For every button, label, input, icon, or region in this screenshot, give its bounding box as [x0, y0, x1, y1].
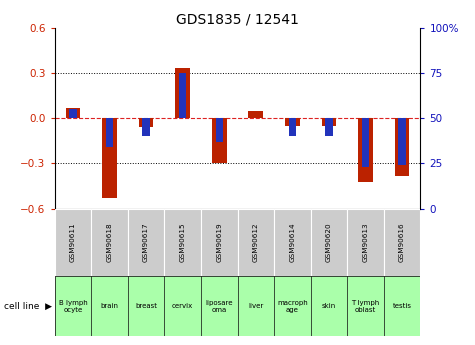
Text: liposare
oma: liposare oma: [206, 300, 233, 313]
Bar: [325, 118, 332, 136]
Bar: [139, 118, 153, 127]
Bar: [285, 118, 300, 126]
Text: brain: brain: [101, 303, 118, 309]
Bar: [102, 118, 117, 198]
Bar: [175, 68, 190, 118]
Text: GSM90620: GSM90620: [326, 223, 332, 262]
Bar: [179, 73, 186, 118]
Bar: [347, 276, 384, 336]
Text: breast: breast: [135, 303, 157, 309]
Text: cell line  ▶: cell line ▶: [4, 302, 52, 311]
Bar: [128, 209, 164, 276]
Bar: [399, 118, 406, 165]
Bar: [238, 209, 274, 276]
Bar: [201, 276, 238, 336]
Text: macroph
age: macroph age: [277, 300, 308, 313]
Bar: [201, 209, 238, 276]
Bar: [395, 118, 409, 176]
Bar: [238, 276, 274, 336]
Bar: [212, 118, 227, 163]
Bar: [91, 276, 128, 336]
Bar: [164, 209, 201, 276]
Bar: [311, 276, 347, 336]
Text: GSM90612: GSM90612: [253, 223, 259, 262]
Title: GDS1835 / 12541: GDS1835 / 12541: [176, 12, 299, 27]
Bar: [384, 276, 420, 336]
Bar: [248, 111, 263, 118]
Bar: [216, 118, 223, 142]
Text: GSM90617: GSM90617: [143, 223, 149, 262]
Bar: [362, 118, 369, 167]
Bar: [384, 209, 420, 276]
Bar: [164, 276, 201, 336]
Bar: [274, 276, 311, 336]
Text: cervix: cervix: [172, 303, 193, 309]
Bar: [347, 209, 384, 276]
Bar: [55, 209, 91, 276]
Bar: [106, 118, 113, 147]
Text: GSM90611: GSM90611: [70, 223, 76, 262]
Bar: [358, 118, 373, 181]
Bar: [91, 209, 128, 276]
Bar: [289, 118, 296, 136]
Text: GSM90613: GSM90613: [362, 223, 369, 262]
Text: GSM90615: GSM90615: [180, 223, 186, 262]
Text: skin: skin: [322, 303, 336, 309]
Bar: [142, 118, 150, 136]
Text: GSM90616: GSM90616: [399, 223, 405, 262]
Bar: [69, 109, 76, 118]
Text: testis: testis: [392, 303, 411, 309]
Bar: [274, 209, 311, 276]
Text: GSM90614: GSM90614: [289, 223, 295, 262]
Bar: [311, 209, 347, 276]
Bar: [55, 276, 91, 336]
Text: T lymph
oblast: T lymph oblast: [352, 300, 380, 313]
Bar: [66, 108, 80, 118]
Text: B lymph
ocyte: B lymph ocyte: [58, 300, 87, 313]
Text: GSM90618: GSM90618: [106, 223, 113, 262]
Text: liver: liver: [248, 303, 264, 309]
Bar: [128, 276, 164, 336]
Bar: [322, 118, 336, 126]
Text: GSM90619: GSM90619: [216, 223, 222, 262]
